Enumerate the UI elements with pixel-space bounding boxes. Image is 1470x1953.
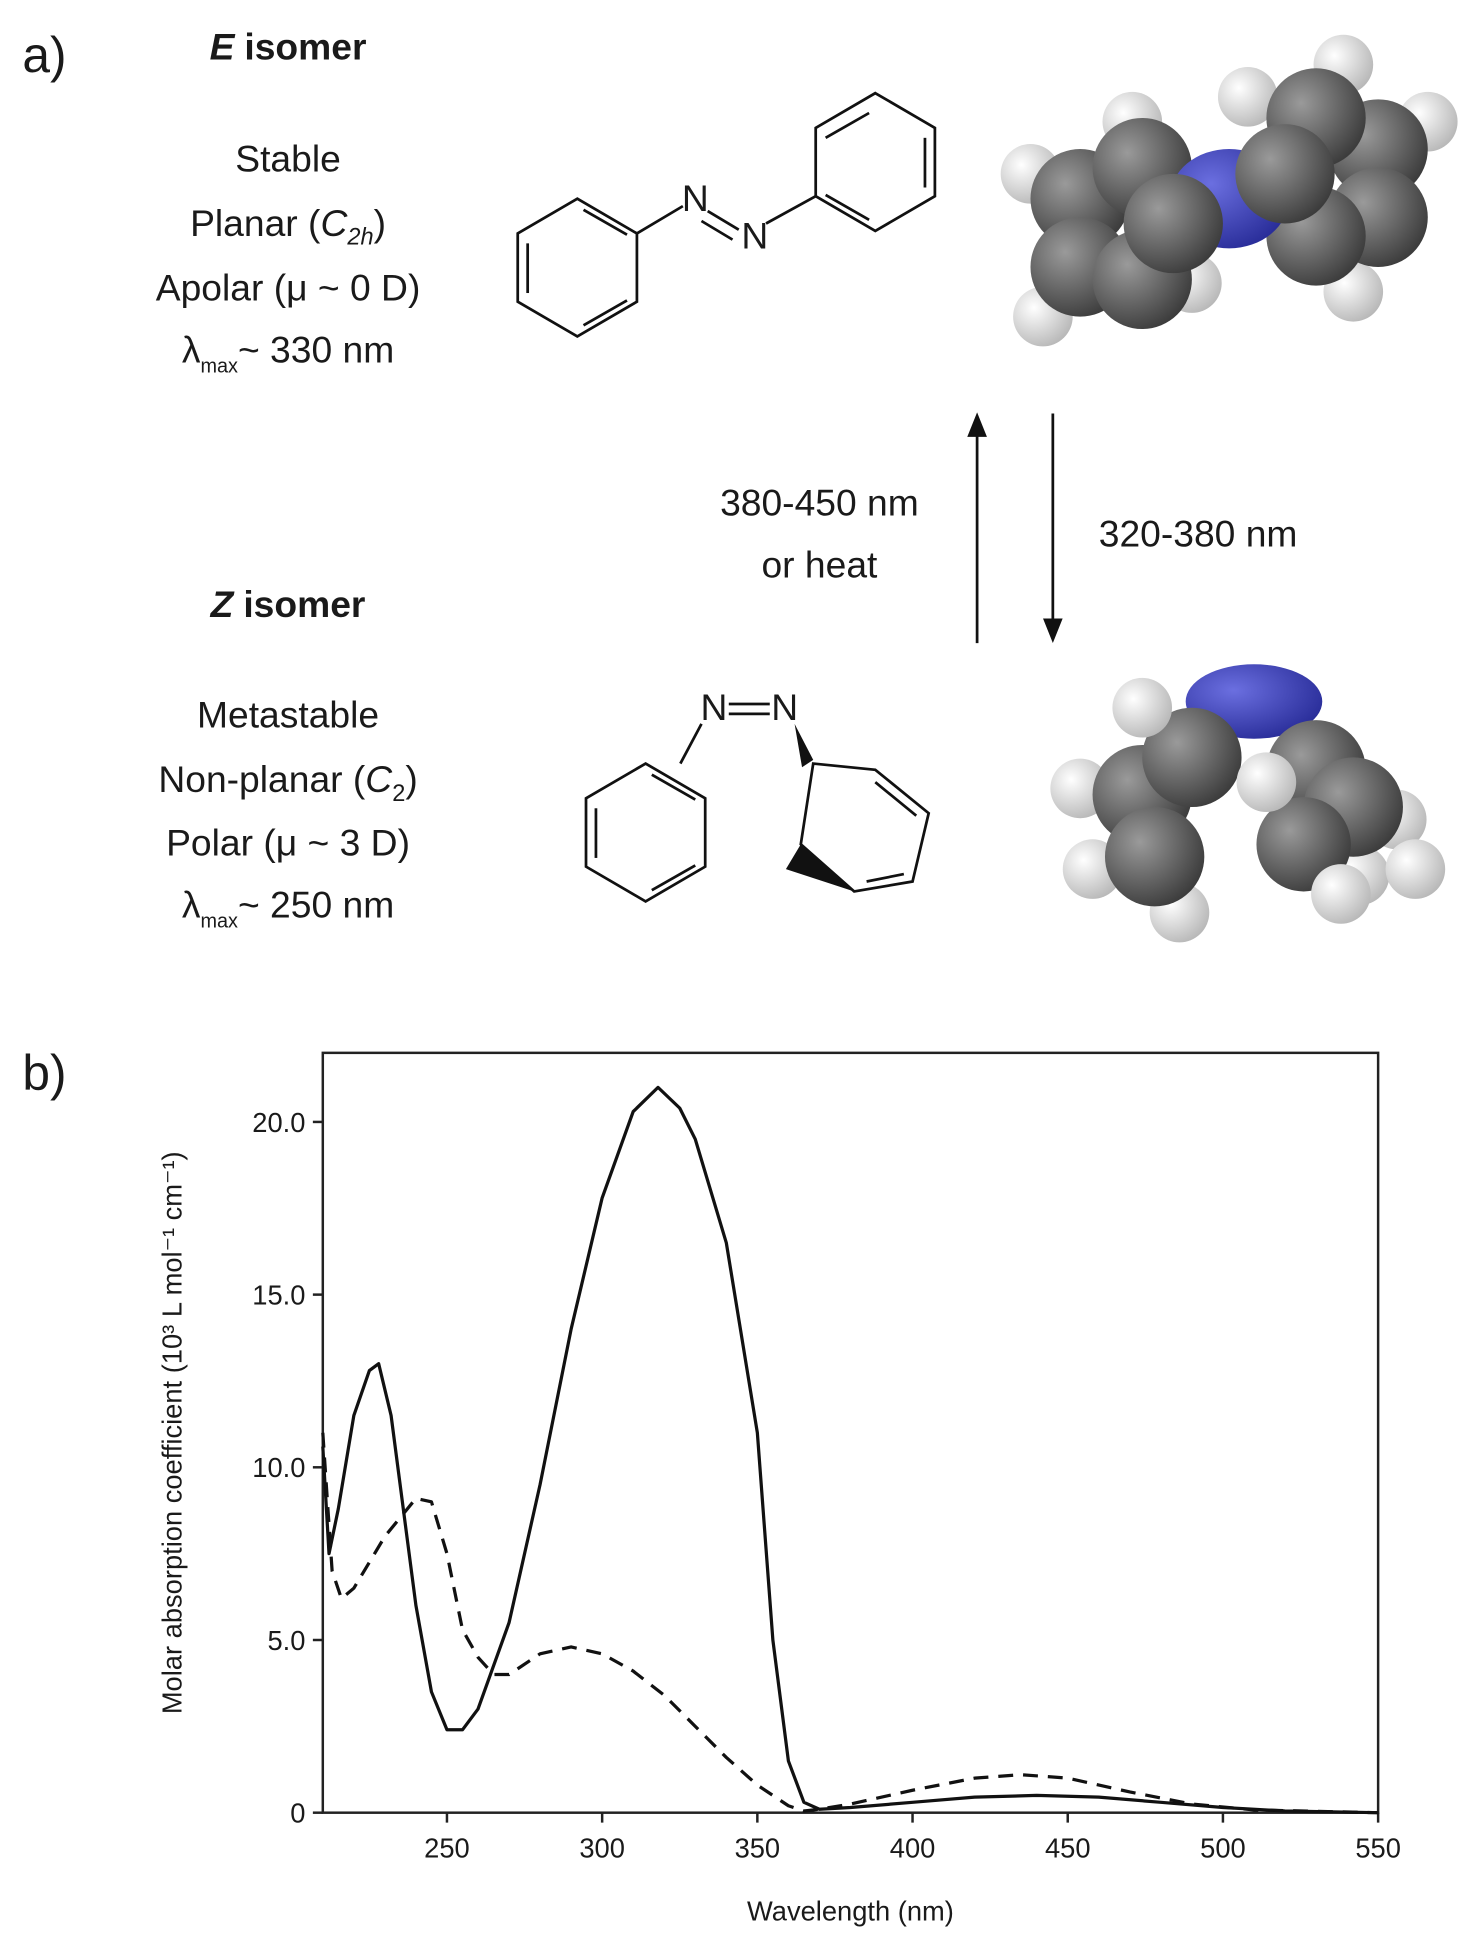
- property: Metastable: [197, 694, 379, 736]
- subscript: max: [200, 355, 238, 377]
- y-tick-label: 0: [290, 1798, 305, 1829]
- e-space-filling: [1000, 34, 1458, 347]
- text-run: Non-planar (: [158, 758, 366, 800]
- reaction-condition: 320-380 nm: [1099, 512, 1298, 554]
- x-tick-label: 300: [579, 1832, 625, 1863]
- x-tick-label: 450: [1045, 1832, 1091, 1863]
- x-axis-label: Wavelength (nm): [747, 1896, 954, 1927]
- subscript: 2: [392, 780, 405, 806]
- y-tick-label: 20.0: [252, 1107, 305, 1138]
- atom-label: N: [682, 177, 709, 219]
- symbol: λ: [182, 884, 201, 926]
- property: λmax~ 330 nm: [182, 329, 394, 378]
- isomer-word: isomer: [244, 26, 366, 68]
- x-tick-label: 400: [890, 1832, 936, 1863]
- text-run: ): [405, 758, 417, 800]
- property: Apolar (μ ~ 0 D): [156, 266, 421, 308]
- text-run: Planar (: [190, 202, 321, 244]
- subscript: 2h: [346, 224, 373, 250]
- property: Planar (C2h): [190, 202, 386, 250]
- panel-label: b): [22, 1045, 66, 1101]
- x-tick-label: 550: [1355, 1832, 1401, 1863]
- y-tick-label: 15.0: [252, 1280, 305, 1311]
- atom-label: N: [771, 686, 798, 728]
- plot-area: 0 5.0 10.0 15.0 20.0 250 300 350 400 450 500 550: [252, 1085, 1401, 1863]
- property: Stable: [235, 137, 341, 179]
- isomer-symbol: E: [210, 26, 236, 68]
- x-tick-label: 250: [424, 1832, 470, 1863]
- spectrum-line: [321, 1432, 1379, 1815]
- property: Polar (μ ~ 3 D): [166, 821, 410, 863]
- spectrum-line: [321, 1085, 1379, 1815]
- text-run: ~ 250 nm: [238, 884, 394, 926]
- subscript: max: [200, 910, 238, 932]
- isomer-word: isomer: [243, 583, 365, 625]
- reaction-condition: or heat: [761, 543, 878, 585]
- property: Non-planar (C2): [158, 758, 417, 806]
- symbol: λ: [182, 329, 201, 371]
- x-tick-label: 500: [1200, 1832, 1246, 1863]
- text-run: ): [374, 202, 386, 244]
- panel-label: a): [22, 27, 66, 83]
- y-axis-label: Molar absorption coefficient (10³ L mol⁻…: [156, 1151, 187, 1714]
- atom-label: N: [741, 214, 768, 256]
- symbol: C: [365, 758, 393, 800]
- isomer-symbol: Z: [210, 583, 235, 625]
- z-structure: N N: [584, 686, 931, 903]
- atom-label: N: [700, 686, 727, 728]
- z-space-filling: [1050, 664, 1446, 943]
- reaction-condition: 380-450 nm: [720, 481, 919, 523]
- property: λmax~ 250 nm: [182, 884, 394, 933]
- x-tick-label: 350: [735, 1832, 781, 1863]
- e-structure: N N: [516, 91, 937, 339]
- y-tick-label: 10.0: [252, 1452, 305, 1483]
- y-tick-label: 5.0: [267, 1625, 305, 1656]
- symbol: C: [320, 202, 348, 244]
- text-run: ~ 330 nm: [238, 329, 394, 371]
